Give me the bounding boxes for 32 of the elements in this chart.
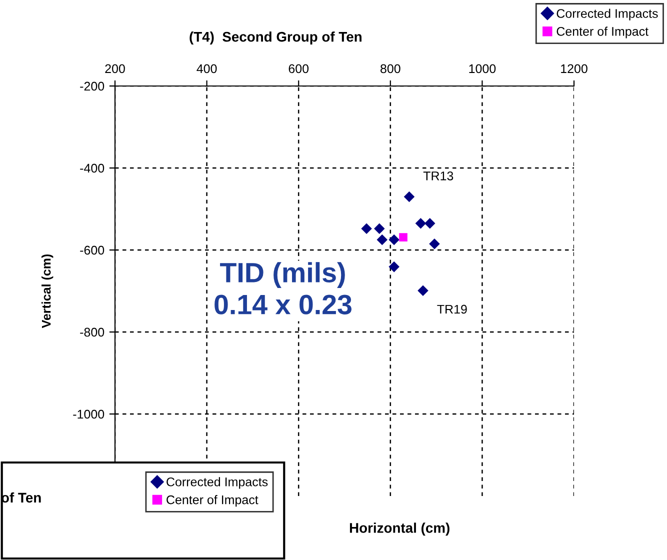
y-tick-label: -600 [80,246,104,255]
x-tick-label: 400 [196,64,217,74]
annotation: TID (mils) 0.14 x 0.23 [214,262,352,314]
y-axis-title: Vertical (cm) [42,254,54,328]
x-tick-label: 1000 [469,64,496,74]
point [404,191,415,202]
point [361,223,372,234]
x-tick-label: 600 [288,64,309,74]
legend-label: Center of Impact [556,26,648,38]
annotation: TR13 [423,171,454,180]
point [388,261,400,272]
point [376,234,388,246]
point [399,233,408,242]
x-tick-label: 1200 [561,64,588,74]
y-tick-label: -200 [80,82,104,91]
point [429,238,440,250]
point [388,234,400,246]
x-tick-label: 200 [105,64,125,74]
y-tick-label: -800 [80,328,104,337]
chart-title: (T4) Second Group of Ten [190,32,362,44]
point [424,218,436,229]
legend-label: Center of Impact [166,495,258,507]
legend-label: Corrected Impacts [556,8,658,20]
point [415,218,426,229]
legend-label: Corrected Impacts [166,477,268,489]
x-tick-label: 800 [380,64,400,74]
point [418,285,428,296]
y-tick-label: -400 [80,164,104,173]
x-axis-title: Horizontal (cm) [350,522,450,536]
y-tick-label: -1000 [73,410,104,419]
point [374,223,385,234]
annotation: TR19 [437,304,467,314]
